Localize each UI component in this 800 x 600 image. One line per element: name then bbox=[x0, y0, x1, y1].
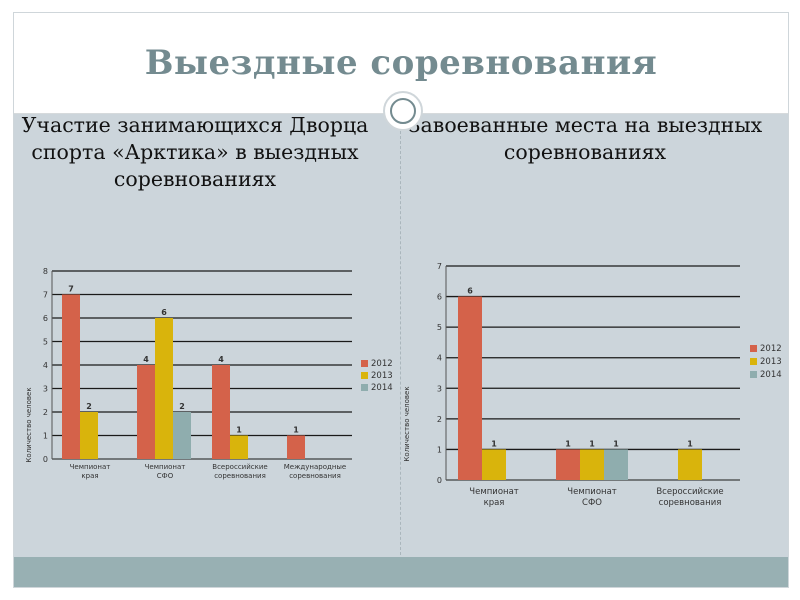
data-label: 6 bbox=[467, 287, 473, 296]
legend-label: 2012 bbox=[371, 359, 393, 369]
x-category-label: Чемпионат bbox=[70, 463, 111, 471]
data-label: 1 bbox=[687, 439, 693, 448]
data-label: 6 bbox=[161, 308, 167, 317]
y-tick-label: 1 bbox=[43, 432, 48, 441]
bar-2012-чемпионат-края bbox=[458, 296, 482, 480]
slide-title: Выездные соревнования bbox=[144, 43, 658, 83]
ornament-inner-ring bbox=[390, 98, 416, 124]
y-tick-label: 0 bbox=[437, 476, 442, 485]
legend-swatch-2014 bbox=[361, 384, 368, 391]
slide: Выездные соревнования bbox=[13, 12, 789, 588]
y-tick-label: 4 bbox=[43, 361, 48, 370]
divider-ornament-icon bbox=[383, 91, 423, 131]
left-subtitle: Участие занимающихся Дворца спорта «Аркт… bbox=[21, 113, 369, 191]
y-tick-label: 6 bbox=[437, 293, 442, 302]
x-category-label: соревнования bbox=[659, 498, 722, 508]
data-label: 1 bbox=[565, 439, 571, 448]
bar-2014-чемпионат-сфо bbox=[173, 412, 191, 459]
data-label: 2 bbox=[86, 402, 92, 411]
legend-swatch-2013 bbox=[750, 358, 757, 365]
x-category-label: СФО bbox=[157, 472, 174, 480]
y-tick-label: 6 bbox=[43, 314, 48, 323]
x-category-label: СФО bbox=[582, 498, 602, 508]
x-category-label: края bbox=[484, 498, 505, 508]
x-category-label: Всероссийские bbox=[212, 463, 267, 471]
data-label: 4 bbox=[218, 355, 224, 364]
y-tick-label: 5 bbox=[437, 323, 442, 332]
y-tick-label: 8 bbox=[43, 267, 48, 276]
legend-swatch-2012 bbox=[361, 360, 368, 367]
bar-2012-чемпионат-сфо bbox=[137, 365, 155, 459]
bar-2013-всероссийские-соревнования bbox=[230, 435, 248, 459]
x-category-label: Всероссийские bbox=[656, 487, 723, 497]
legend-label: 2013 bbox=[371, 371, 393, 381]
data-label: 2 bbox=[179, 402, 185, 411]
y-tick-label: 3 bbox=[437, 384, 442, 393]
y-tick-label: 4 bbox=[437, 354, 442, 363]
legend-label: 2014 bbox=[371, 383, 393, 393]
x-category-label: Чемпионат bbox=[567, 487, 617, 497]
x-category-label: Чемпионат bbox=[145, 463, 186, 471]
right-subtitle: Завоеванные места на выездных соревнован… bbox=[407, 113, 763, 164]
bar-2013-чемпионат-края bbox=[482, 449, 506, 480]
y-tick-label: 1 bbox=[437, 445, 442, 454]
y-tick-label: 2 bbox=[437, 415, 442, 424]
y-tick-label: 7 bbox=[437, 262, 442, 271]
x-category-label: края bbox=[81, 472, 98, 480]
bar-2013-чемпионат-сфо bbox=[580, 449, 604, 480]
y-tick-label: 2 bbox=[43, 408, 48, 417]
legend-label: 2014 bbox=[760, 370, 782, 380]
slide-content bbox=[14, 114, 788, 557]
y-axis-label: Количество человек bbox=[403, 386, 411, 461]
legend-swatch-2012 bbox=[750, 345, 757, 352]
bar-2012-международные-соревнования bbox=[287, 435, 305, 459]
legend-label: 2012 bbox=[760, 344, 782, 354]
data-label: 7 bbox=[68, 285, 74, 294]
x-category-label: соревнования bbox=[214, 472, 266, 480]
y-tick-label: 3 bbox=[43, 385, 48, 394]
bar-2014-чемпионат-сфо bbox=[604, 449, 628, 480]
data-label: 1 bbox=[613, 439, 619, 448]
bar-2012-всероссийские-соревнования bbox=[212, 365, 230, 459]
x-category-label: Чемпионат bbox=[469, 487, 519, 497]
data-label: 1 bbox=[491, 439, 497, 448]
y-tick-label: 7 bbox=[43, 291, 48, 300]
legend-swatch-2013 bbox=[361, 372, 368, 379]
data-label: 1 bbox=[236, 426, 242, 435]
legend-swatch-2014 bbox=[750, 371, 757, 378]
x-category-label: соревнования bbox=[289, 472, 341, 480]
data-label: 4 bbox=[143, 355, 149, 364]
bar-2012-чемпионат-сфо bbox=[556, 449, 580, 480]
bar-2012-чемпионат-края bbox=[62, 294, 80, 459]
y-tick-label: 5 bbox=[43, 338, 48, 347]
bar-2013-всероссийские-соревнования bbox=[678, 449, 702, 480]
data-label: 1 bbox=[293, 426, 299, 435]
bar-2013-чемпионат-сфо bbox=[155, 318, 173, 459]
x-category-label: Международные bbox=[284, 463, 346, 471]
bar-2013-чемпионат-края bbox=[80, 412, 98, 459]
y-tick-label: 0 bbox=[43, 455, 48, 464]
y-axis-label: Количество человек bbox=[25, 387, 33, 462]
legend-label: 2013 bbox=[760, 357, 782, 367]
data-label: 1 bbox=[589, 439, 595, 448]
footer-bar bbox=[14, 557, 788, 587]
column-separator bbox=[400, 131, 401, 575]
